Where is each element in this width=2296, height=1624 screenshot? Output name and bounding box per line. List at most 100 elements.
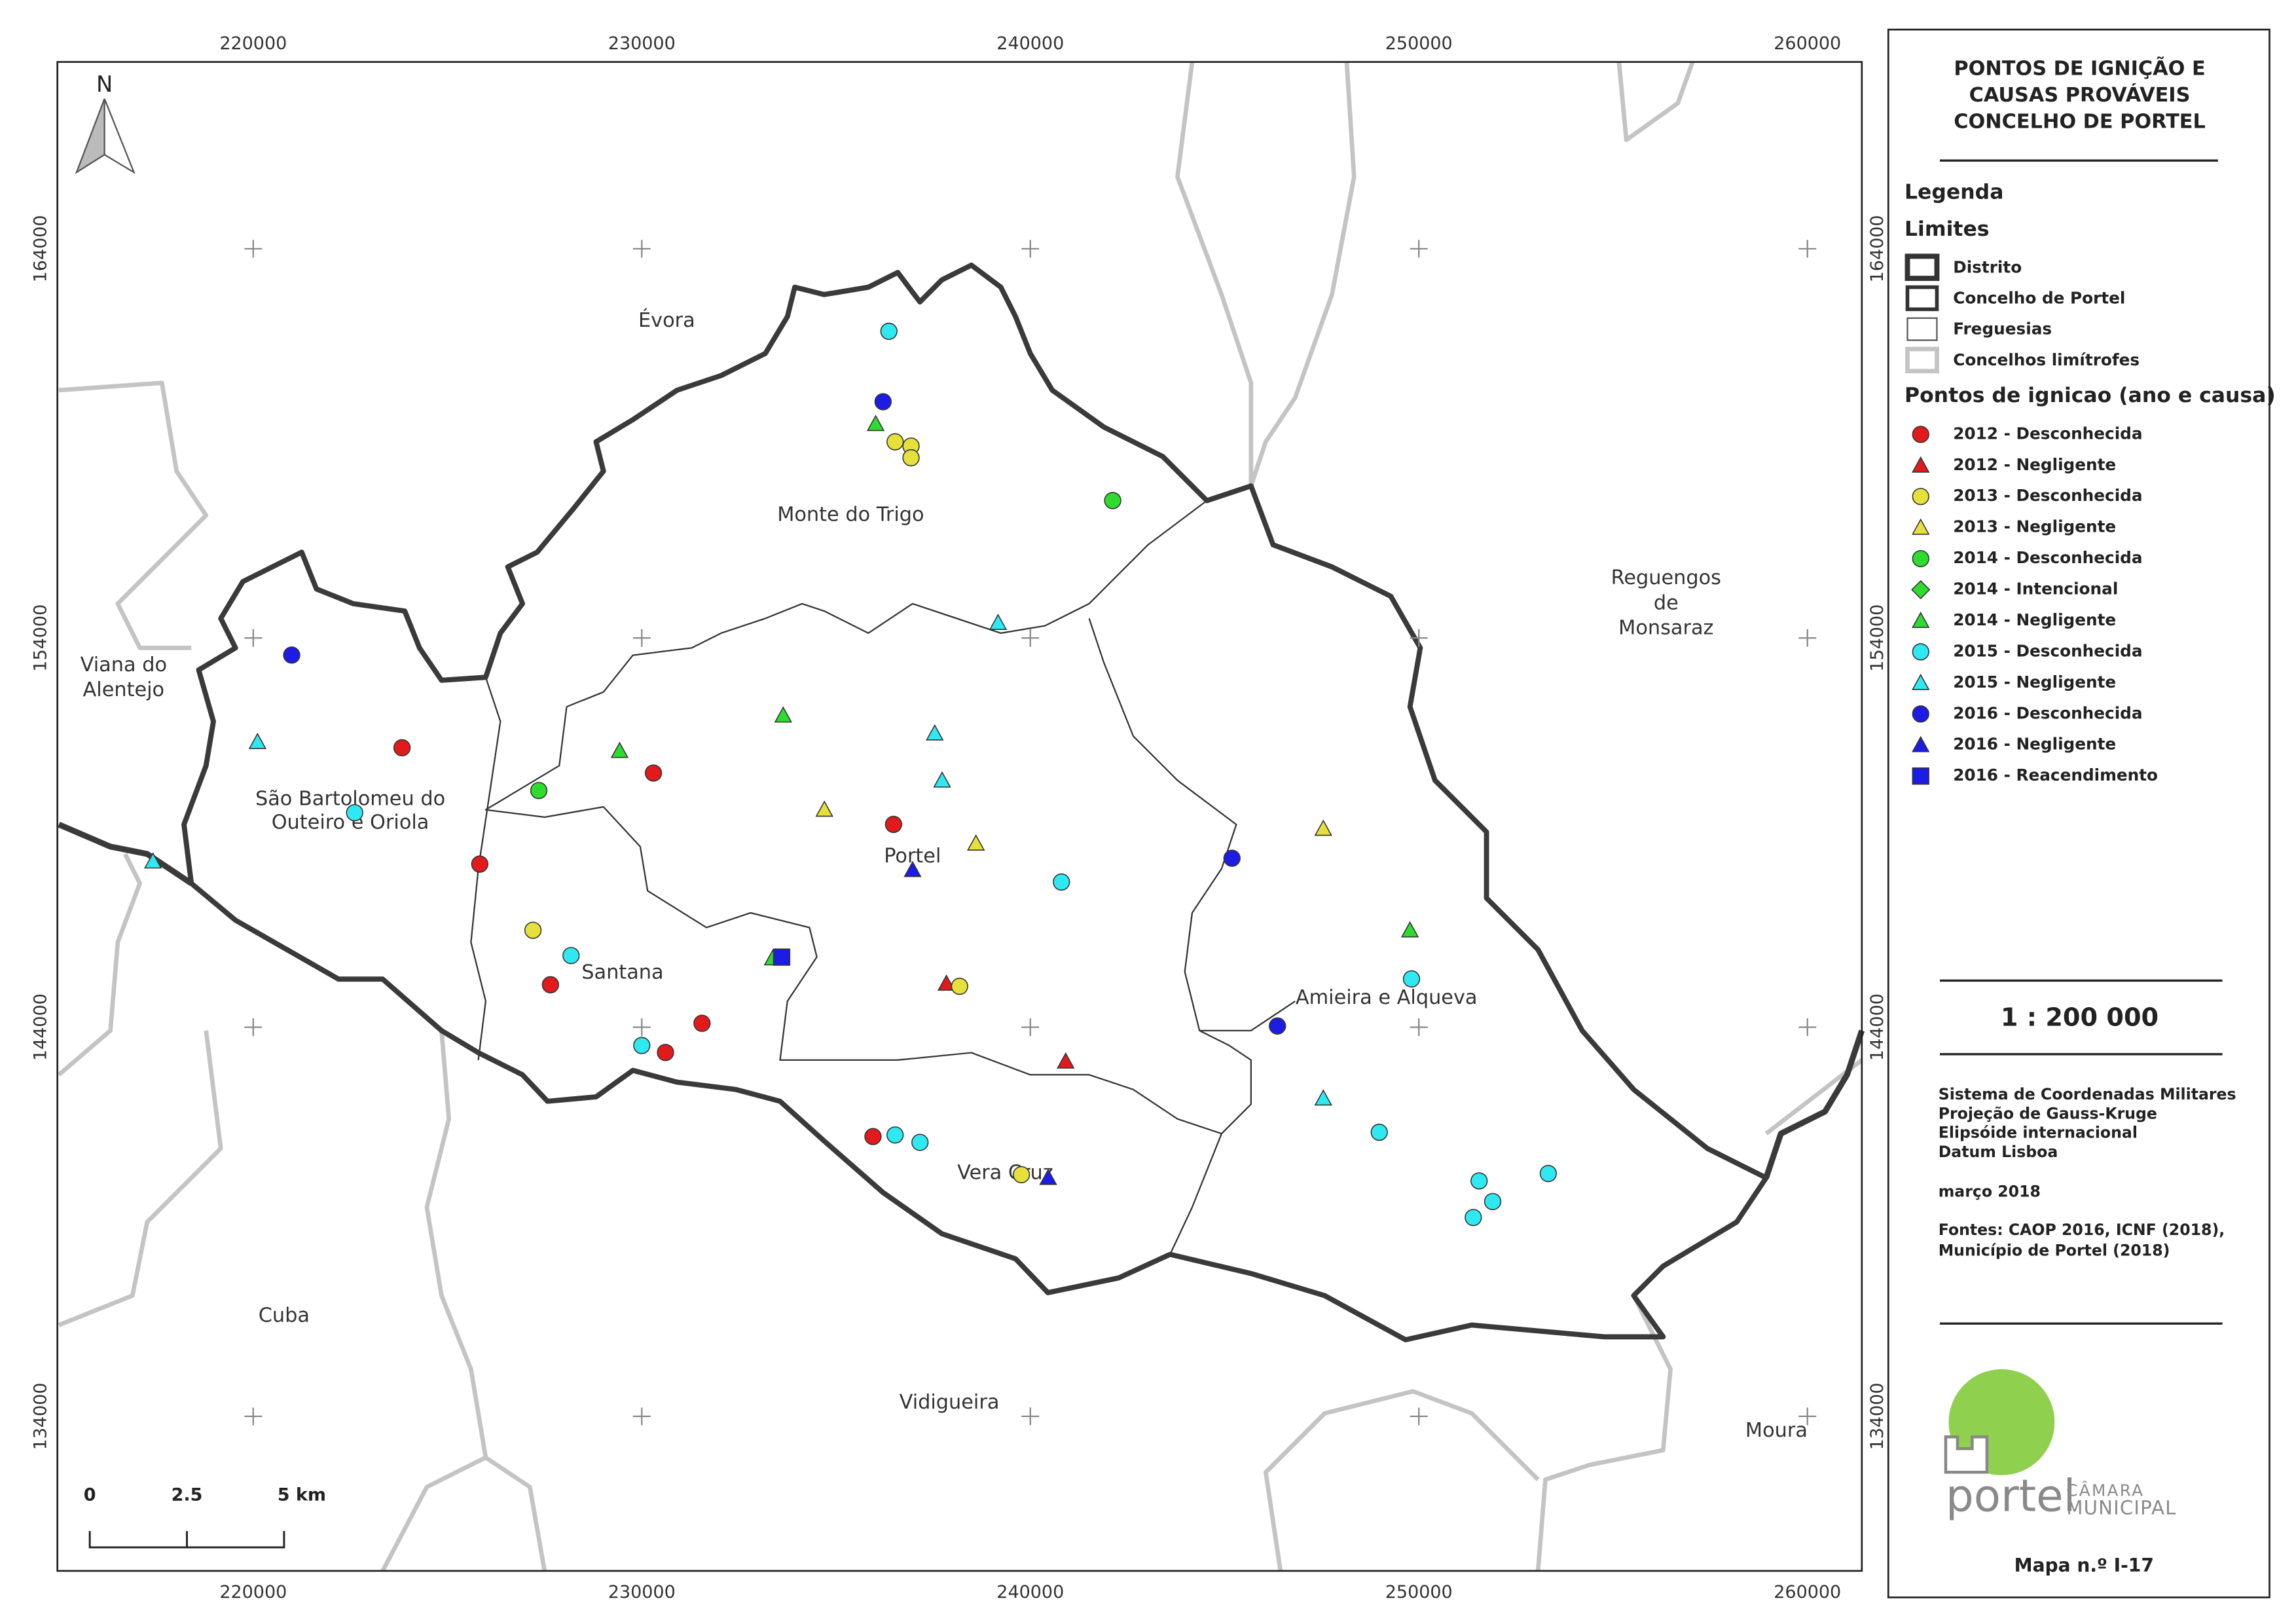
ignition-point <box>1484 1192 1502 1211</box>
note: Fontes: CAOP 2016, ICNF (2018), <box>1939 1221 2225 1239</box>
grid-cross <box>244 629 263 647</box>
ignition-point <box>1314 819 1332 836</box>
note: Município de Portel (2018) <box>1939 1242 2170 1260</box>
logo-text: CÂMARA <box>2066 1481 2144 1500</box>
district-boundary <box>58 821 1865 1179</box>
ignition-point <box>283 646 301 664</box>
north-arrow: N <box>75 71 136 174</box>
ignition-point <box>633 1037 651 1054</box>
y-tick-label: 154000 <box>30 604 50 672</box>
ignition-point <box>471 855 488 873</box>
ignition-point <box>1104 492 1121 509</box>
north-arrow-right <box>103 98 136 174</box>
legend-symbol <box>1912 735 1930 752</box>
limit-label: Distrito <box>1953 257 2022 276</box>
limit-symbol <box>1904 253 1940 282</box>
grid-cross <box>1021 1407 1040 1426</box>
scale-bar-label: 2.5 <box>172 1485 203 1505</box>
ignition-point <box>346 803 363 822</box>
scale-bar-line <box>88 1531 285 1549</box>
place-label: Cuba <box>259 1304 310 1327</box>
ignition-point <box>644 764 663 782</box>
ignition-point <box>1269 1017 1286 1035</box>
coordinate-labels: 220000 220000 230000 230000 240000 240000 2500… <box>30 33 1887 1602</box>
x-tick-label: 250000 <box>1385 1582 1453 1602</box>
note: Projeção de Gauss-Kruge <box>1939 1104 2157 1122</box>
ignition-point <box>524 921 542 939</box>
points-title: Pontos de ignicao (ano e causa) <box>1904 384 2276 407</box>
panel-frame <box>1887 28 2270 1598</box>
limit-symbol <box>1905 346 1939 374</box>
y-tick-label: 144000 <box>30 993 50 1061</box>
y-tick-label: 134000 <box>1867 1382 1887 1450</box>
grid-cross <box>1021 1018 1040 1037</box>
ignition-point <box>1470 1172 1488 1190</box>
ignition-point <box>886 1126 904 1144</box>
legend-label: 2016 - Reacendimento <box>1953 766 2158 784</box>
y-tick-label: 164000 <box>30 215 50 282</box>
note: Sistema de Coordenadas Militares <box>1939 1085 2236 1103</box>
points-legend: 2012 - Desconhecida 2012 - Negligente 2013… <box>1911 424 2158 785</box>
grid-cross <box>1021 629 1040 647</box>
ignition-point <box>1402 970 1421 988</box>
ignition-point <box>886 433 904 451</box>
limit-symbol <box>1905 285 1939 312</box>
grid-cross <box>244 1018 263 1037</box>
grid-cross <box>1798 240 1817 258</box>
legend-label: 2014 - Desconhecida <box>1953 548 2142 567</box>
legend-label: 2012 - Negligente <box>1953 455 2116 474</box>
legend-label: 2015 - Desconhecida <box>1953 641 2142 660</box>
ignition-point <box>774 706 793 723</box>
x-tick-label: 220000 <box>219 33 287 54</box>
limit-label: Concelho de Portel <box>1953 289 2125 308</box>
x-tick-label: 230000 <box>608 1582 676 1602</box>
x-tick-label: 260000 <box>1774 1582 1841 1602</box>
ignition-point <box>926 724 944 741</box>
boundaries <box>57 61 1865 1572</box>
title: CONCELHO DE PORTEL <box>1954 110 2206 133</box>
ignition-point <box>1039 1168 1057 1185</box>
place-label: Viana do <box>81 654 167 676</box>
ignition-point <box>874 393 892 411</box>
ignition-point <box>884 815 903 834</box>
legend-label: 2016 - Negligente <box>1953 735 2116 754</box>
place-label: de <box>1654 591 1679 614</box>
place-label: Vera Cruz <box>957 1161 1053 1184</box>
ignition-point <box>610 741 629 758</box>
grid-cross <box>1410 1407 1428 1426</box>
place-label: Santana <box>581 961 663 984</box>
grid-cross <box>632 1407 651 1426</box>
y-tick-label: 144000 <box>1867 993 1887 1061</box>
ignition-point <box>773 948 791 966</box>
ignition-point <box>1465 1209 1482 1227</box>
legend-symbol <box>1912 611 1930 628</box>
logo-text: MUNICIPAL <box>2066 1496 2176 1519</box>
ignition-point <box>657 1044 674 1061</box>
freguesia-boundary <box>470 500 1296 1255</box>
logo-text: portel <box>1946 1469 2075 1521</box>
ignition-point <box>911 1134 929 1151</box>
concelho-boundary <box>181 262 1769 1342</box>
legend-symbol <box>1911 580 1931 600</box>
x-tick-label: 260000 <box>1774 33 1841 54</box>
ignition-point <box>989 614 1008 630</box>
north-label: N <box>96 71 113 97</box>
grid-cross <box>632 240 651 258</box>
place-label: Monsaraz <box>1618 617 1713 640</box>
ignition-point <box>1053 873 1070 891</box>
legend-label: 2014 - Negligente <box>1953 610 2116 629</box>
legend-symbol <box>1912 426 1929 443</box>
place-label: Évora <box>638 308 695 332</box>
ignition-point <box>966 834 985 851</box>
logo-castle <box>1944 1435 1989 1474</box>
ignition-point <box>880 322 898 341</box>
grid-cross <box>1410 629 1428 647</box>
x-tick-label: 240000 <box>996 33 1064 54</box>
title: PONTOS DE IGNIÇÃO E <box>1954 56 2205 80</box>
legend-label: 2014 - Intencional <box>1953 580 2118 599</box>
ignition-point <box>393 739 411 756</box>
ignition-point <box>248 732 267 749</box>
ignition-point <box>1223 849 1241 867</box>
ignition-point <box>1400 921 1419 938</box>
